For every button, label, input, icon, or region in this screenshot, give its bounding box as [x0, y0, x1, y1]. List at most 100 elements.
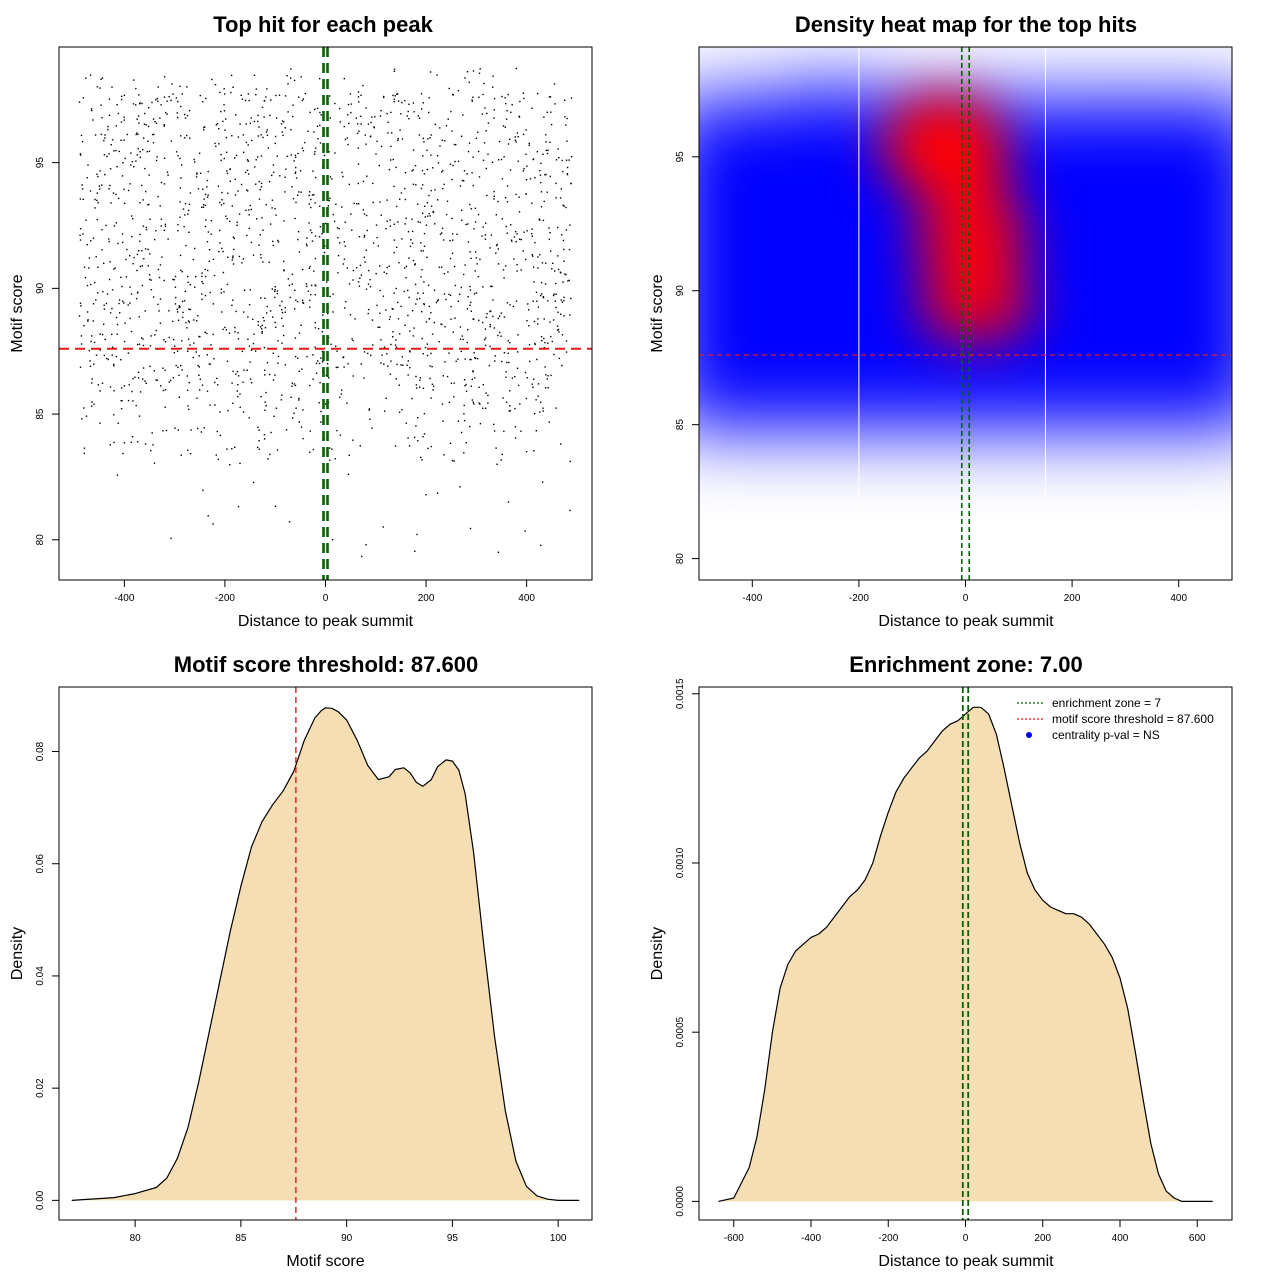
scatter-point: [281, 120, 284, 122]
scatter-point: [395, 339, 397, 341]
scatter-point: [429, 377, 431, 380]
scatter-point: [150, 289, 153, 291]
scatter-point: [104, 137, 106, 139]
scatter-point: [319, 111, 321, 114]
scatter-point: [424, 346, 427, 349]
scatter-point: [106, 293, 109, 295]
scatter-point: [189, 192, 192, 194]
scatter-point: [537, 395, 539, 397]
scatter-point: [566, 166, 569, 169]
scatter-point: [494, 355, 496, 357]
scatter-point: [478, 319, 480, 322]
scatter-point: [281, 394, 283, 396]
scatter-point: [202, 101, 204, 103]
scatter-point: [123, 139, 125, 141]
scatter-point: [189, 283, 191, 286]
scatter-point: [177, 116, 179, 119]
scatter-point: [258, 180, 260, 183]
scatter-point: [497, 248, 499, 250]
scatter-point: [405, 265, 408, 268]
scatter-point: [248, 173, 250, 175]
scatter-point: [83, 452, 85, 455]
panel-scatter: Top hit for each peak -400 -200 0 200 400808…: [9, 12, 593, 630]
scatter-point: [311, 240, 314, 242]
scatter-point: [412, 183, 415, 185]
scatter-point: [298, 251, 301, 253]
scatter-point: [511, 104, 513, 106]
scatter-point: [78, 101, 81, 103]
scatter-point: [430, 445, 432, 448]
scatter-point: [207, 194, 209, 196]
scatter-point: [540, 281, 543, 284]
scatter-point: [177, 223, 179, 226]
scatter-point: [302, 301, 304, 304]
scatter-point: [497, 317, 499, 320]
scatter-point: [430, 154, 432, 156]
scatter-point: [144, 167, 146, 170]
scatter-point: [79, 198, 82, 200]
scatter-point: [472, 401, 474, 403]
scatter-point: [193, 342, 195, 344]
scatter-point: [565, 273, 567, 276]
scatter-point: [463, 379, 466, 381]
scatter-point: [558, 331, 560, 333]
scatter-point: [470, 301, 472, 304]
scatter-point: [242, 411, 245, 413]
scatter-point: [357, 96, 360, 98]
scatter-point: [277, 241, 280, 243]
scatter-point: [496, 243, 498, 246]
scatter-point: [557, 226, 559, 229]
scatter-point: [539, 411, 541, 413]
scatter-point: [452, 164, 454, 167]
scatter-point: [502, 397, 504, 399]
scatter-point: [547, 375, 549, 377]
scatter-point: [142, 378, 144, 380]
scatter-point: [301, 99, 304, 102]
scatter-point: [99, 87, 101, 89]
scatter-point: [249, 204, 251, 207]
scatter-point: [144, 310, 146, 312]
scatter-point: [406, 364, 408, 366]
scatter-point: [237, 384, 239, 386]
scatter-point: [179, 306, 181, 308]
scatter-point: [236, 390, 238, 392]
scatter-point: [514, 139, 517, 141]
scatter-point: [320, 357, 322, 359]
scatter-point: [311, 194, 314, 196]
scatter-point: [111, 307, 113, 310]
scatter-point: [154, 238, 156, 241]
scatter-point: [482, 384, 484, 386]
scatter-point: [158, 310, 160, 312]
scatter-point: [538, 218, 540, 220]
distance-density-line: [718, 706, 1213, 1202]
score-density-fill: [71, 707, 580, 1201]
scatter-point: [510, 239, 513, 241]
scatter-point: [157, 86, 159, 88]
scatter-point: [130, 152, 132, 154]
scatter-point: [486, 313, 488, 315]
scatter-point: [116, 323, 119, 326]
scatter-point: [411, 242, 414, 244]
scatter-point: [380, 109, 382, 112]
scatter-point: [340, 393, 343, 395]
scatter-point: [314, 257, 317, 260]
scatter-point: [368, 409, 370, 411]
scatter-point: [185, 321, 187, 324]
scatter-point: [78, 315, 81, 317]
scatter-point: [329, 197, 331, 200]
scatter-point: [474, 357, 477, 360]
scatter-point: [152, 142, 155, 144]
scatter-point: [187, 275, 189, 278]
scatter-point: [497, 159, 500, 161]
scatter-point: [520, 238, 522, 241]
scatter-point: [432, 211, 435, 214]
scatter-point: [404, 324, 406, 326]
scatter-point: [566, 117, 568, 120]
scatter-point: [356, 267, 358, 269]
scatter-point: [292, 115, 294, 118]
scatter-point: [442, 375, 444, 377]
scatter-point: [178, 306, 180, 309]
scatter-point: [156, 97, 158, 100]
scatter-point: [155, 99, 157, 101]
scatter-point: [212, 258, 215, 260]
